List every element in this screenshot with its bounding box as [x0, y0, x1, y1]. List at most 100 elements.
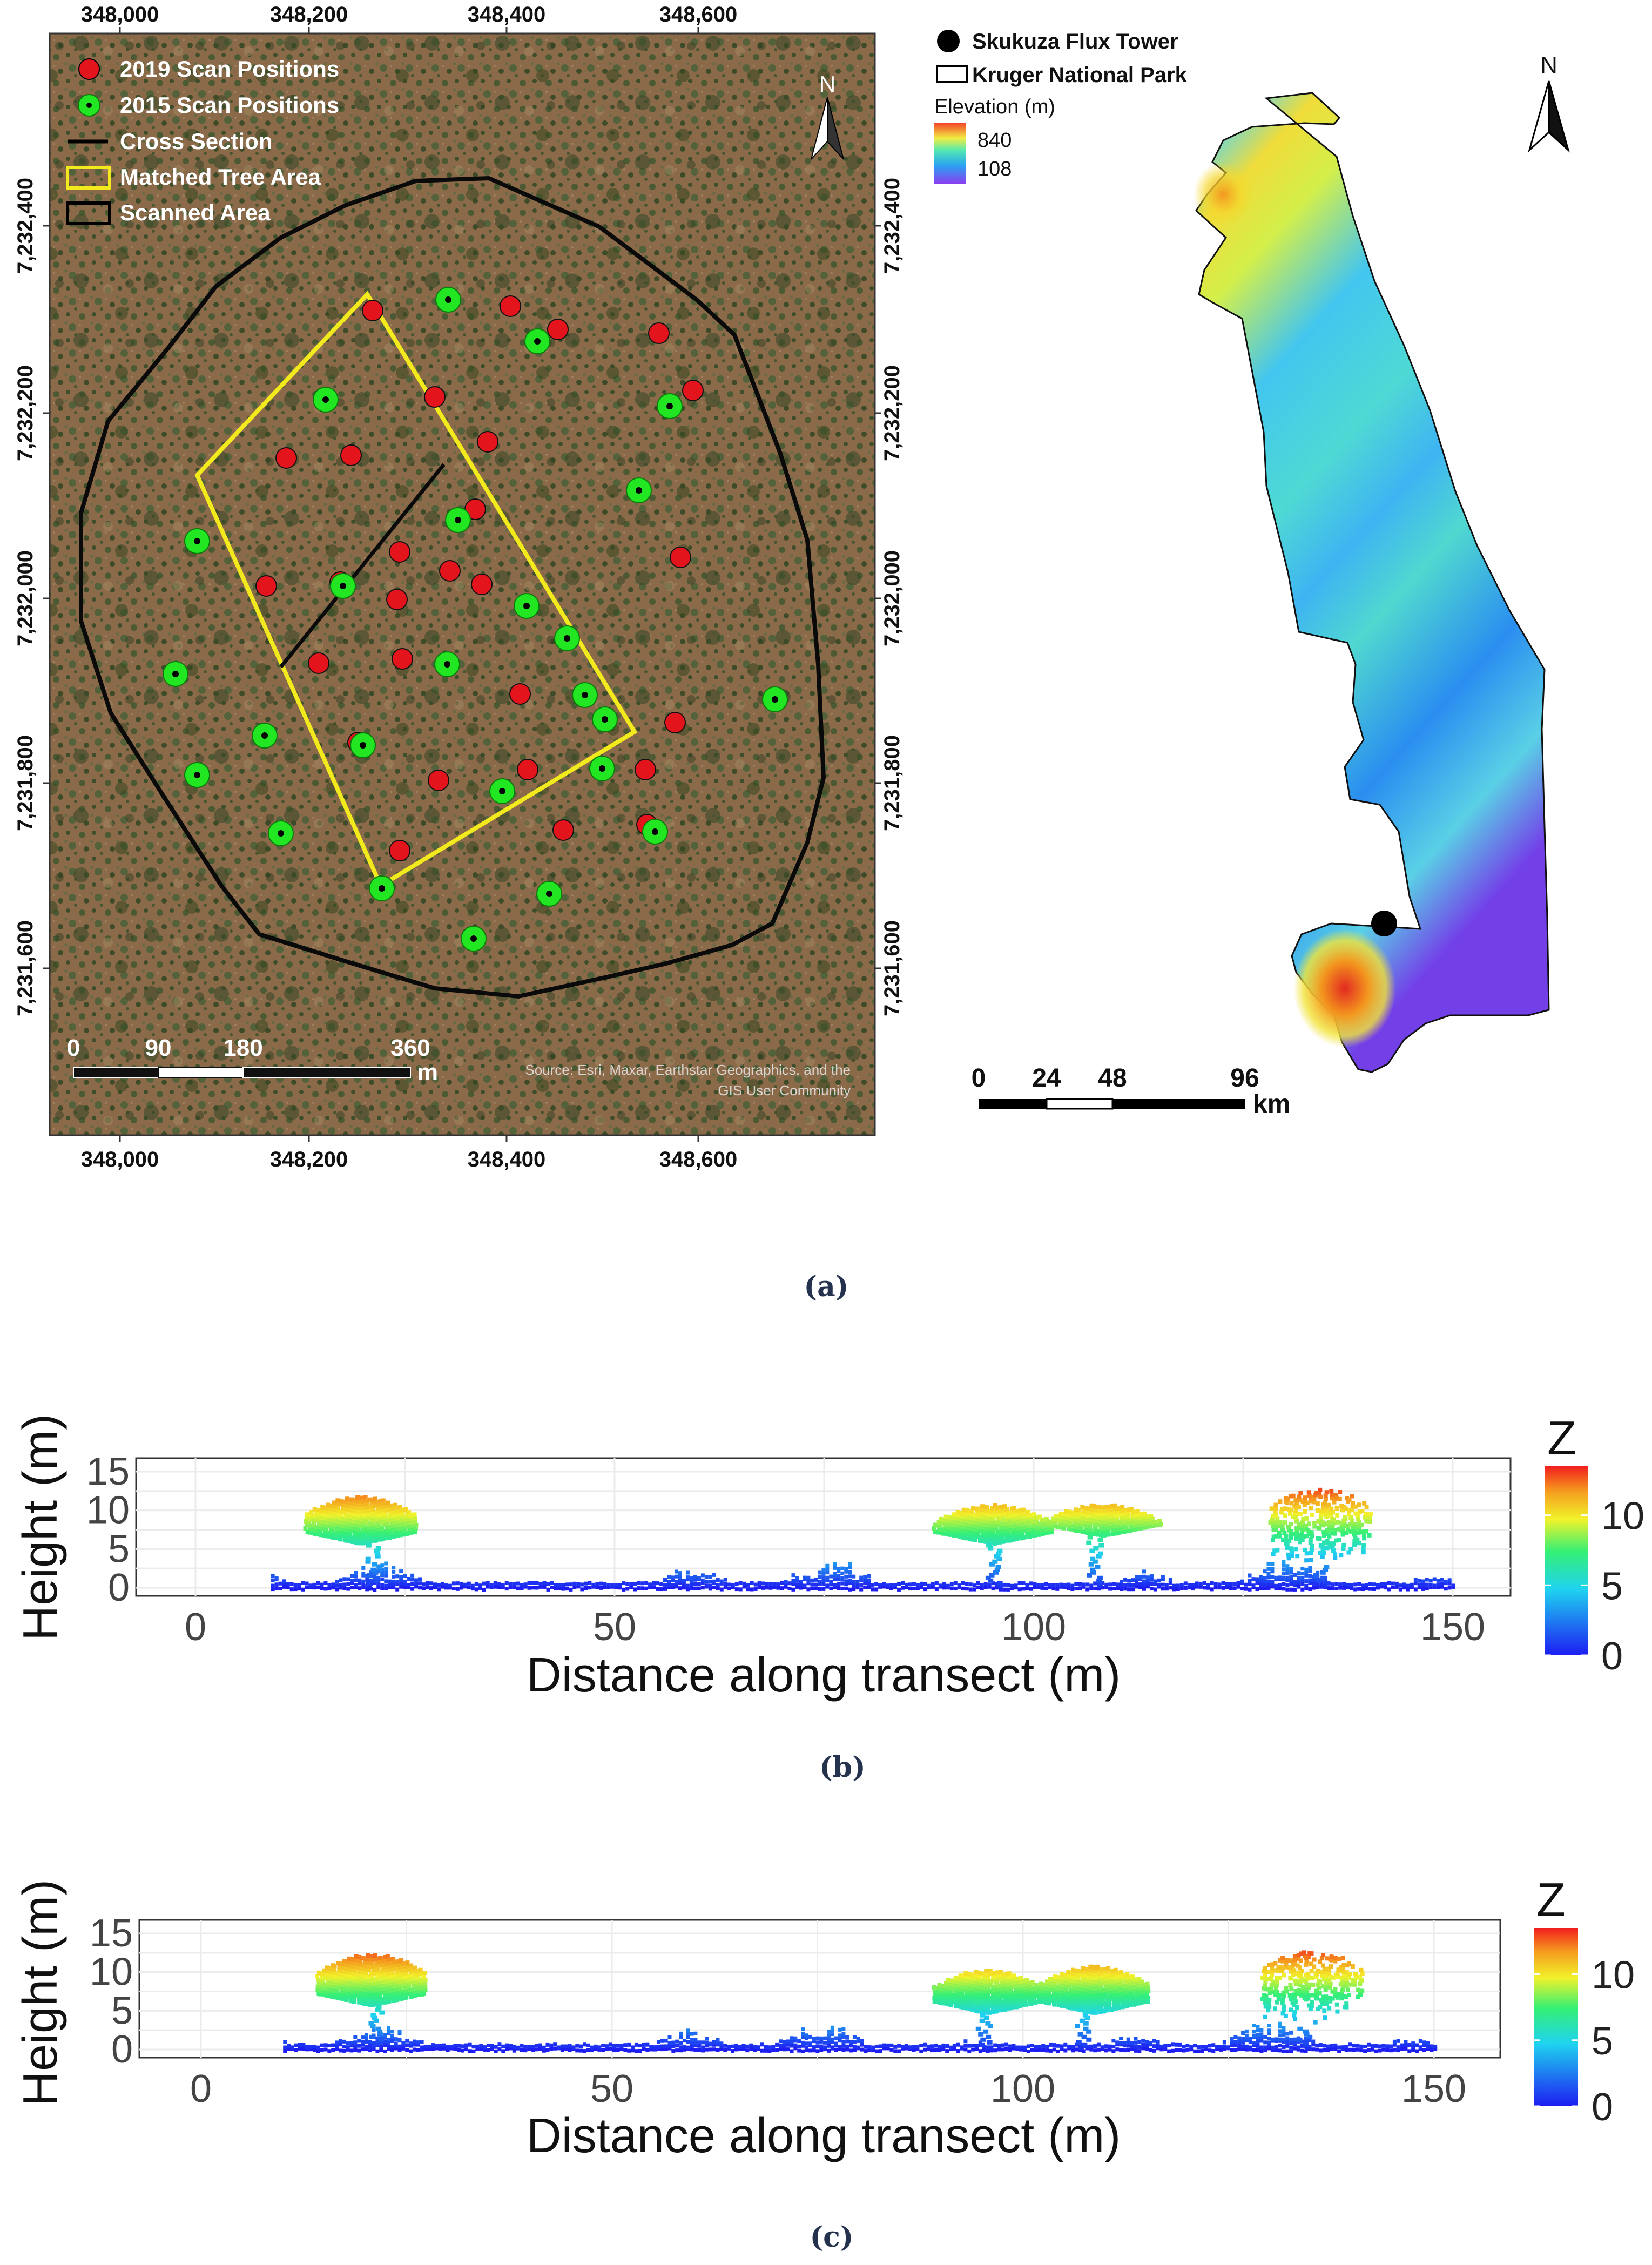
ground-point: [1164, 1587, 1169, 1591]
crown-point: [987, 2000, 992, 2005]
ground-point: [799, 1583, 803, 1587]
crown-point: [1050, 1516, 1055, 1521]
crown-point: [1069, 2006, 1074, 2011]
crown-point: [1267, 1990, 1272, 1995]
ground-point: [1289, 1587, 1293, 1592]
ground-point: [1030, 2047, 1034, 2052]
ground-point: [1428, 1585, 1433, 1589]
ground-point: [780, 1581, 784, 1585]
crown-point: [1345, 1980, 1350, 1985]
crown-point: [1100, 1523, 1105, 1528]
crown-point: [1021, 1535, 1026, 1540]
crown-point: [1126, 1521, 1131, 1526]
crown-point: [373, 1496, 377, 1501]
crown-point: [1119, 1516, 1124, 1521]
ground-point: [505, 2047, 509, 2051]
ground-point: [278, 1586, 282, 1590]
ground-point: [1259, 1586, 1263, 1590]
crown-point: [352, 1958, 357, 1963]
crown-point: [1136, 1516, 1141, 1521]
crown-point: [367, 1533, 372, 1538]
ground-point: [849, 2048, 853, 2053]
ground-point: [316, 2049, 320, 2053]
ground-point: [841, 2032, 846, 2036]
crown-point: [1323, 1987, 1328, 1992]
crown-point: [938, 1524, 943, 1528]
ground-point: [388, 1583, 392, 1587]
ground-point: [523, 2048, 528, 2053]
ground-point: [1285, 2032, 1290, 2036]
crown-point: [419, 1971, 424, 1976]
ground-point: [1266, 1586, 1271, 1590]
crown-point: [1323, 1984, 1328, 1988]
crown-point: [320, 1522, 325, 1527]
ground-point: [274, 1582, 279, 1587]
crown-point: [1084, 1992, 1089, 1997]
ground-point: [963, 2044, 968, 2048]
ground-point: [346, 2041, 350, 2046]
ground-point: [386, 2038, 390, 2042]
crown-point: [1267, 1963, 1272, 1967]
ground-point: [460, 2044, 464, 2048]
points-layer-c: [283, 1950, 1438, 2053]
crown-point: [996, 1984, 1001, 1989]
crown-point: [1002, 2004, 1007, 2008]
ground-point: [1034, 2045, 1038, 2050]
ground-point: [516, 2045, 520, 2050]
ground-point: [335, 1580, 339, 1584]
crown-point: [1289, 1508, 1293, 1513]
crown-point: [328, 1987, 333, 1992]
crown-point: [1048, 1994, 1053, 1999]
ground-point: [965, 1587, 969, 1591]
ground-point: [968, 1587, 973, 1592]
crown-point: [952, 1983, 956, 1987]
ground-point: [542, 1585, 547, 1589]
crown-point: [392, 1534, 396, 1539]
crown-point: [404, 1964, 409, 1969]
trunk-point: [379, 2037, 385, 2042]
left-tick-3: 7,231,800: [14, 735, 37, 831]
ground-point: [1021, 1587, 1026, 1591]
ground-point: [690, 2047, 694, 2052]
y-tick-label: 5: [108, 1527, 130, 1570]
crown-point: [369, 1961, 374, 1966]
elevation-scalebar: 0 24 48 96 km: [972, 1064, 1291, 1118]
ground-point: [893, 1583, 898, 1587]
crown-point: [396, 1990, 401, 1995]
crown-point: [345, 1959, 350, 1964]
crown-point: [386, 1965, 390, 1970]
crown-point: [386, 1525, 391, 1529]
crown-point: [1027, 1513, 1031, 1518]
ground-point: [1278, 1586, 1282, 1590]
crown-point: [309, 1510, 314, 1515]
crown-point: [957, 1516, 962, 1521]
ground-point: [475, 2047, 480, 2051]
crown-point: [398, 1533, 403, 1538]
ground-point: [1112, 1587, 1116, 1591]
crown-point: [1029, 1991, 1034, 1996]
crown-point: [1278, 1534, 1283, 1539]
ground-point: [1093, 2044, 1097, 2048]
crown-point: [941, 1531, 946, 1536]
ground-point: [568, 2048, 572, 2052]
crown-point: [1322, 1966, 1327, 1971]
crown-point: [1357, 1527, 1362, 1532]
ground-point: [790, 2036, 794, 2040]
crown-point: [333, 1978, 338, 1983]
ground-point: [723, 2048, 727, 2052]
ground-point: [727, 2045, 731, 2049]
legend-matched-area-swatch: [66, 166, 111, 190]
crown-point: [1280, 1997, 1285, 2002]
ground-point: [436, 1587, 441, 1592]
ground-point: [980, 1583, 984, 1587]
crown-point: [363, 1971, 368, 1976]
ground-point: [1274, 1583, 1278, 1588]
caption-c: (c): [810, 2221, 854, 2254]
crown-point: [952, 1993, 957, 1998]
crown-point: [1060, 1515, 1065, 1520]
crown-point: [1320, 1547, 1325, 1552]
ground-point: [708, 1575, 712, 1579]
ground-point: [855, 1580, 860, 1584]
crown-point: [1015, 1993, 1020, 1998]
